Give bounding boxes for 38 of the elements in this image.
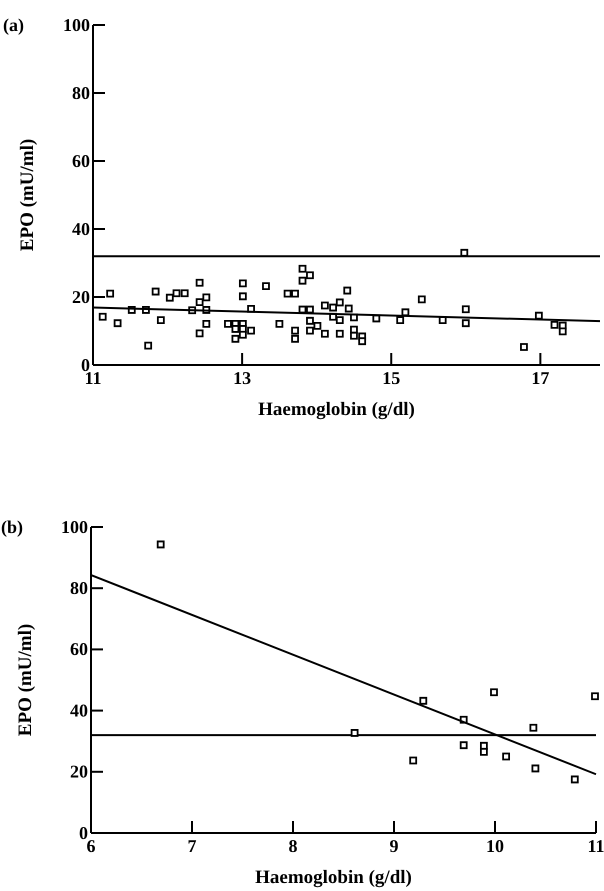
point <box>532 764 540 772</box>
x-tick-label: 7 <box>188 836 196 856</box>
y-tick-label: 0 <box>79 822 88 843</box>
point <box>570 776 579 784</box>
y-tick-label: 20 <box>70 762 88 782</box>
y-axis-title: EPO (mU/ml) <box>17 138 38 252</box>
y-tick-label: 60 <box>72 150 90 171</box>
x-tick-label: 13 <box>233 368 252 388</box>
y-tick-label: 40 <box>72 218 90 239</box>
point <box>460 741 468 750</box>
y-tick-label: 40 <box>70 700 88 720</box>
point <box>419 696 428 705</box>
y-tick-label: 100 <box>63 14 90 35</box>
y-tick-label: 60 <box>70 639 88 660</box>
point <box>490 688 498 696</box>
point <box>529 724 538 732</box>
x-tick-label: 10 <box>486 836 504 856</box>
point <box>591 692 599 700</box>
y-tick-label: 80 <box>72 82 90 103</box>
point <box>502 752 510 760</box>
point <box>156 540 165 548</box>
y-tick-label: 80 <box>70 578 88 598</box>
y-tick-label: 100 <box>61 516 88 537</box>
chart-title: (a) <box>3 15 24 35</box>
y-tick-label: 20 <box>72 286 90 307</box>
point <box>480 748 488 756</box>
y-axis-title: EPO (mU/ml) <box>15 624 36 736</box>
x-tick-label: 6 <box>86 836 96 856</box>
point <box>409 756 418 764</box>
x-tick-label: 9 <box>390 836 398 856</box>
x-tick-label: 15 <box>382 368 400 388</box>
x-tick-label: 17 <box>531 368 550 388</box>
x-axis-title: Haemoglobin (g/dl) <box>255 867 412 888</box>
x-tick-label: 11 <box>587 836 604 856</box>
x-tick-label: 8 <box>288 836 298 856</box>
point <box>350 729 359 737</box>
x-axis-title: Haemoglobin (g/dl) <box>258 399 415 420</box>
chart-title: (b) <box>1 517 24 537</box>
